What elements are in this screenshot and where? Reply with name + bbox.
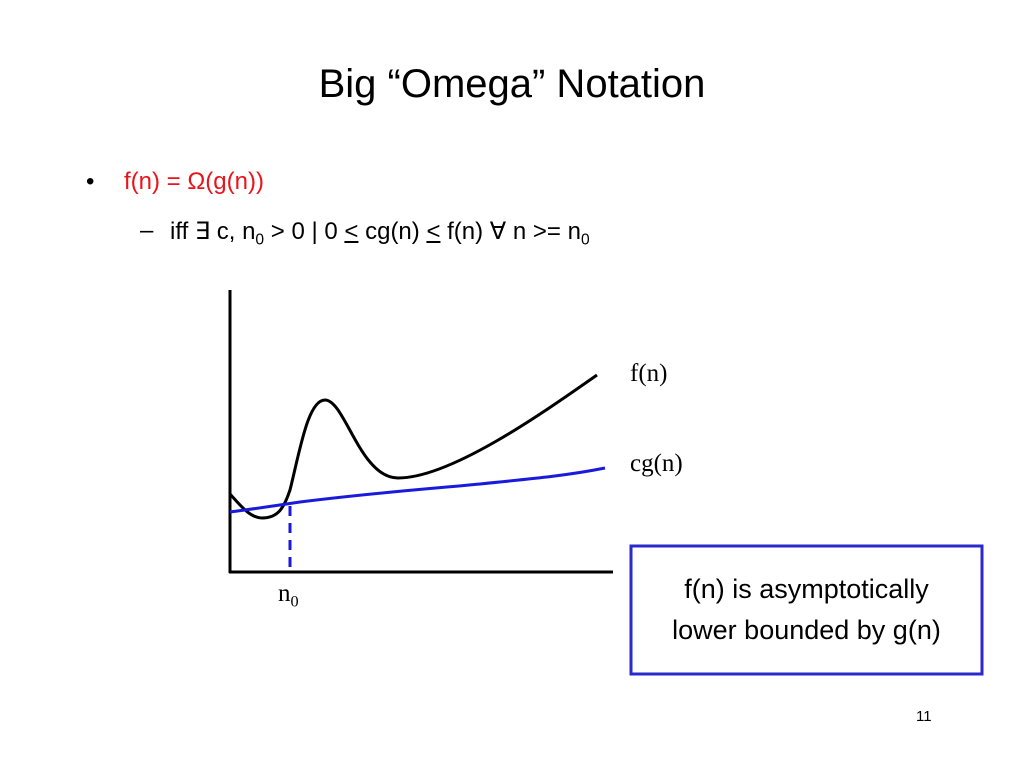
- subscript: 0: [255, 231, 265, 249]
- title: Big “Omega” Notation: [318, 62, 706, 106]
- text: cg(n): [358, 218, 427, 245]
- subscript: 0: [290, 592, 299, 611]
- text: <: [426, 218, 441, 245]
- subscript: 0: [580, 231, 590, 249]
- f-curve: [228, 373, 598, 520]
- text: n: [278, 580, 291, 607]
- bullet-text: f(n) = Ω(g(n)): [124, 168, 264, 195]
- cg-label: cg(n): [630, 450, 683, 477]
- text: iff ∃ c, n: [170, 218, 256, 245]
- subbullet-marker: –: [140, 217, 154, 244]
- subbullet-text: iff ∃ c, n0 > 0 | 0 < cg(n) < f(n) ∀ n >…: [170, 217, 590, 249]
- cg-curve: [229, 466, 606, 514]
- callout-line: lower bounded by g(n): [672, 615, 941, 645]
- text: <: [344, 218, 359, 245]
- text: > 0 | 0: [264, 218, 345, 245]
- page-number: 11: [916, 708, 932, 725]
- text: f(n) ∀ n >= n: [440, 218, 581, 245]
- bullet-marker: •: [86, 168, 95, 195]
- n0-label: n0: [278, 580, 299, 612]
- f-label: f(n): [630, 360, 668, 387]
- callout-box: [629, 544, 984, 676]
- callout-line: f(n) is asymptotically: [684, 574, 929, 604]
